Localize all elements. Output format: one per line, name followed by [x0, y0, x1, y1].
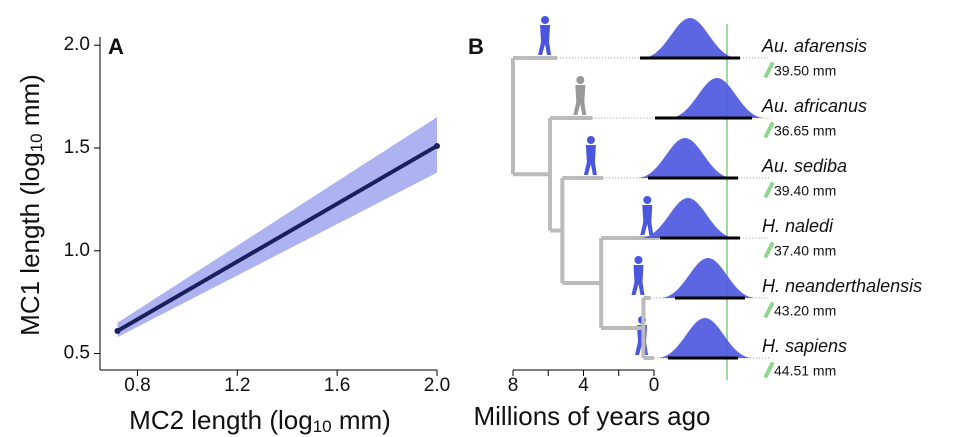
- label-part: 10: [313, 417, 332, 436]
- density: [642, 18, 738, 58]
- x-tick-label: 2.0: [424, 375, 450, 396]
- silhouette-head: [541, 16, 550, 24]
- bone-icon: [764, 362, 774, 378]
- silhouette-head: [576, 76, 585, 84]
- density: [637, 138, 733, 178]
- silhouette-head: [643, 196, 652, 204]
- x-tick-label: 0: [649, 375, 660, 396]
- x-axis-label: MC2 length (log10 mm): [129, 405, 391, 437]
- y-tick-label: 0.5: [64, 343, 90, 364]
- panel-label: B: [468, 34, 484, 59]
- x-tick-label: 4: [578, 375, 589, 396]
- uncertainty-band: [117, 117, 438, 338]
- density: [669, 78, 765, 118]
- silhouette-head: [586, 136, 595, 144]
- length-label: 39.40 mm: [774, 183, 836, 199]
- label-part: MC1 length (log: [15, 152, 45, 336]
- label-part: 10: [27, 133, 46, 152]
- endpoint: [114, 327, 121, 334]
- density: [660, 258, 756, 298]
- bone-icon: [764, 242, 774, 258]
- panel-label: A: [108, 34, 124, 59]
- density: [657, 318, 753, 358]
- bone-icon: [764, 182, 774, 198]
- x-tick-label: 1.6: [324, 375, 350, 396]
- length-label: 39.50 mm: [774, 63, 836, 79]
- bone-icon: [764, 122, 774, 138]
- y-axis-label: MC1 length (log10 mm): [15, 74, 47, 336]
- species-name: Au. sediba: [761, 156, 847, 176]
- bone-icon: [764, 62, 774, 78]
- y-tick-label: 1.0: [64, 240, 90, 261]
- y-tick-label: 1.5: [64, 137, 90, 158]
- x-axis-label: Millions of years ago: [474, 401, 711, 431]
- silhouette-body: [640, 205, 654, 235]
- mean-line: [116, 144, 439, 333]
- silhouette-head: [634, 256, 643, 264]
- label-part: mm): [332, 405, 391, 435]
- species-name: H. naledi: [762, 216, 834, 236]
- x-tick-label: 8: [508, 375, 519, 396]
- endpoint: [434, 142, 440, 149]
- length-label: 43.20 mm: [774, 303, 836, 319]
- density: [640, 198, 736, 238]
- length-label: 36.65 mm: [774, 123, 836, 139]
- silhouette-body: [538, 25, 552, 55]
- label-part: MC2 length (log: [129, 405, 313, 435]
- label-part: mm): [15, 74, 45, 133]
- species-name: H. neanderthalensis: [762, 276, 922, 296]
- silhouette-body: [573, 85, 587, 115]
- length-label: 44.51 mm: [774, 363, 836, 379]
- x-tick-label: 1.2: [224, 375, 250, 396]
- species-name: Au. africanus: [761, 96, 867, 116]
- bone-icon: [764, 302, 774, 318]
- x-tick-label: 0.8: [124, 375, 150, 396]
- species-name: H. sapiens: [762, 336, 847, 356]
- silhouette-body: [583, 145, 597, 175]
- length-label: 37.40 mm: [774, 243, 836, 259]
- species-name: Au. afarensis: [761, 36, 867, 56]
- y-tick-label: 2.0: [64, 34, 90, 55]
- silhouette-body: [631, 265, 645, 295]
